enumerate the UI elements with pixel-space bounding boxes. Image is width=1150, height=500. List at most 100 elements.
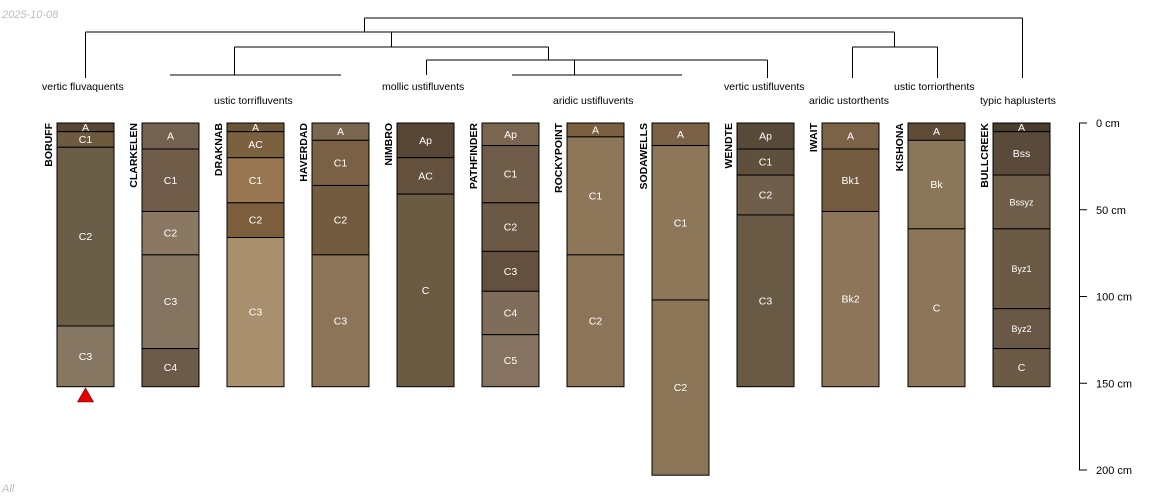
- horizon-c2: [141, 210, 200, 256]
- axis-tick-label: 100 cm: [1096, 292, 1132, 304]
- horizon-label: C: [422, 285, 430, 297]
- horizon-label: C1: [334, 157, 348, 169]
- horizon-label: Bss: [1013, 148, 1031, 160]
- horizon-c1: [481, 145, 540, 204]
- horizon-c1: [311, 139, 370, 186]
- horizon-label: C5: [504, 355, 518, 367]
- horizon-label: C1: [589, 190, 603, 202]
- horizon-label: C2: [504, 222, 518, 234]
- horizon-label: C1: [504, 169, 518, 181]
- horizon-ap: [396, 122, 455, 159]
- axis-tick-label: 200 cm: [1096, 465, 1132, 477]
- horizon-label: A: [252, 122, 259, 134]
- horizon-label: C1: [164, 175, 178, 187]
- horizon-label: A: [82, 122, 89, 134]
- horizon-label: C2: [164, 228, 178, 240]
- horizon-c3: [56, 325, 115, 388]
- horizon-label: AC: [418, 170, 433, 182]
- profile-name: PATHFINDER: [468, 123, 480, 190]
- horizon-ac: [396, 157, 455, 195]
- profile-name: BULLCREEK: [979, 123, 991, 188]
- horizon-label: C3: [759, 295, 773, 307]
- profile-rockypoint: ROCKYPOINT A C1 C2: [553, 122, 625, 388]
- taxonomy-label: aridic ustorthents: [809, 95, 889, 107]
- horizon-label: C4: [164, 362, 178, 374]
- horizon-label: C2: [759, 190, 773, 202]
- horizon-c1: [651, 145, 710, 301]
- horizon-c1: [226, 157, 285, 204]
- horizon-label: C2: [674, 382, 688, 394]
- horizon-label: C2: [79, 231, 93, 243]
- horizon-label: Ap: [759, 131, 772, 143]
- profile-name: CLARKELEN: [128, 123, 140, 188]
- dendrogram: [85, 17, 1023, 78]
- horizon-label: Byz1: [1011, 264, 1031, 274]
- depth-axis: 0 cm 50 cm 100 cm 150 cm 200 cm: [1079, 118, 1132, 477]
- horizon-label: C2: [589, 315, 603, 327]
- profile-haverdad: HAVERDAD A C1 C2 C3: [298, 122, 370, 388]
- taxonomy-label: ustic torrifluvents: [214, 95, 293, 107]
- horizon-label: C2: [249, 215, 263, 227]
- horizon-label: C3: [504, 266, 518, 278]
- horizon-label: Ap: [419, 135, 432, 147]
- horizon-label: C3: [79, 351, 93, 363]
- horizon-label: Ap: [504, 129, 517, 141]
- horizon-bk2: [821, 210, 880, 388]
- profile-draknab: DRAKNAB A AC C1 C2 C3: [213, 122, 285, 388]
- profile-name: SODAWELLS: [638, 123, 650, 190]
- horizon-ap: [736, 122, 795, 150]
- dendro-level2b: [852, 46, 938, 78]
- horizon-label: A: [167, 131, 174, 143]
- horizon-label: C2: [334, 215, 348, 227]
- horizon-label: Bssyz: [1009, 197, 1034, 207]
- horizon-label: C: [933, 302, 941, 314]
- profile-kishona: KISHONA A Bk C: [894, 122, 966, 388]
- horizon-label: Bk2: [841, 294, 859, 306]
- profile-name: WENDTE: [723, 123, 735, 169]
- profile-name: DRAKNAB: [213, 123, 225, 176]
- dendro-level2: [234, 32, 549, 75]
- axis-tick-label: 50 cm: [1096, 205, 1126, 217]
- horizon-c3: [226, 237, 285, 388]
- horizon-label: A: [1018, 122, 1025, 134]
- horizon-label: A: [933, 126, 940, 138]
- horizon-label: C3: [164, 296, 178, 308]
- profile-bullcreek: BULLCREEK A Bss Bssyz Byz1 Byz2 C: [979, 122, 1051, 388]
- horizon-label: C: [1018, 362, 1026, 374]
- profile-sodawells: SODAWELLS A C1 C2: [638, 122, 710, 476]
- horizon-label: Bk: [930, 179, 943, 191]
- taxonomy-label: vertic ustifluvents: [724, 81, 805, 93]
- horizon-c2: [226, 202, 285, 239]
- horizon-c4: [481, 290, 540, 336]
- date-label: 2025-10-08: [1, 9, 59, 21]
- dendro-level1: [85, 31, 895, 78]
- taxonomy-labels: vertic fluvaquents ustic torrifluvents mol…: [42, 81, 1056, 107]
- horizon-label: C3: [249, 307, 263, 319]
- horizon-bk: [907, 139, 966, 230]
- horizon-c2: [566, 254, 625, 388]
- horizon-label: C3: [334, 315, 348, 327]
- footer-label: All: [1, 483, 15, 495]
- taxonomy-label: vertic fluvaquents: [42, 81, 124, 93]
- horizon-c4: [141, 348, 200, 388]
- horizon-label: A: [592, 124, 599, 136]
- warning-marker-icon: [76, 387, 95, 403]
- profile-boruff: BORUFF AC1 C2 C3: [43, 122, 115, 403]
- horizon-label: A: [847, 131, 854, 143]
- dendro-root: [364, 17, 1023, 78]
- axis-tick-label: 150 cm: [1096, 378, 1132, 390]
- taxonomy-label: aridic ustifluvents: [553, 95, 634, 107]
- horizon-label: Bk1: [841, 175, 859, 187]
- horizon-label: A: [337, 126, 344, 138]
- horizon-c3: [141, 254, 200, 350]
- horizon-c3: [736, 214, 795, 388]
- profile-pathfinder: PATHFINDER Ap C1 C2 C3 C4 C5: [468, 122, 540, 388]
- horizon-c2: [651, 299, 710, 476]
- taxonomy-label: ustic torriorthents: [894, 81, 975, 93]
- dendro-level3: [426, 59, 768, 78]
- horizon-byz1: [992, 228, 1051, 310]
- horizon-c2: [481, 202, 540, 252]
- profile-clarkelen: CLARKELEN A C1 C2 C3 C4: [128, 122, 200, 388]
